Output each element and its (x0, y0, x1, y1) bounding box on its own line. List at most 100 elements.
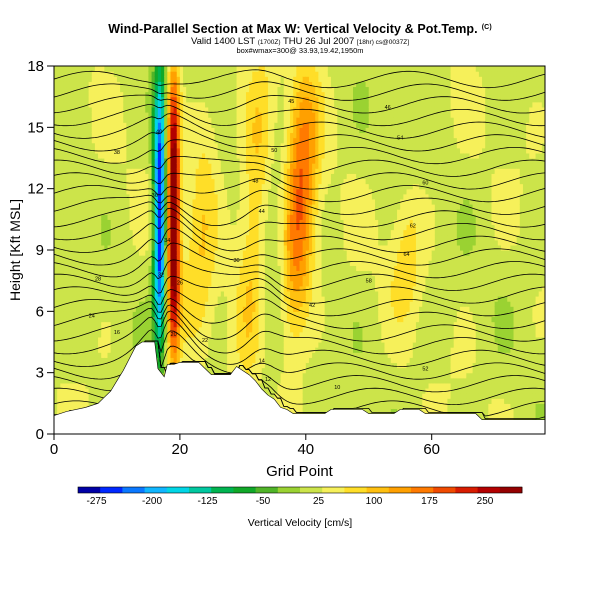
velocity-cell (94, 382, 99, 389)
velocity-cell (236, 342, 241, 348)
velocity-cell (72, 173, 77, 180)
velocity-cell (63, 163, 68, 169)
velocity-cell (145, 265, 150, 272)
velocity-cell (179, 127, 184, 134)
velocity-cell (132, 326, 137, 333)
velocity-cell (126, 342, 131, 348)
velocity-cell (54, 342, 58, 348)
velocity-cell (94, 239, 99, 246)
velocity-cell (101, 311, 105, 318)
velocity-cell (129, 76, 134, 82)
velocity-cell (183, 152, 187, 159)
velocity-cell (223, 147, 228, 154)
velocity-cell (154, 214, 159, 220)
velocity-cell (264, 168, 269, 174)
velocity-cell (148, 178, 153, 185)
velocity-cell (179, 306, 184, 312)
velocity-cell (214, 204, 219, 210)
velocity-cell (82, 112, 87, 118)
velocity-cell (107, 198, 112, 205)
velocity-cell (54, 71, 58, 77)
velocity-cell (176, 137, 181, 144)
velocity-cell (198, 183, 203, 190)
velocity-cell (233, 178, 238, 185)
velocity-cell (57, 306, 61, 312)
velocity-cell (116, 255, 121, 261)
velocity-cell (164, 250, 168, 256)
velocity-cell (189, 265, 194, 272)
velocity-cell (176, 147, 181, 154)
velocity-cell (214, 168, 219, 174)
velocity-cell (113, 362, 118, 369)
velocity-cell (205, 331, 209, 338)
velocity-cell (236, 275, 241, 282)
velocity-cell (104, 336, 109, 343)
velocity-cell (151, 96, 156, 103)
velocity-cell (195, 112, 200, 118)
velocity-cell (123, 183, 127, 190)
velocity-cell (236, 285, 241, 292)
velocity-cell (69, 331, 74, 338)
velocity-cell (252, 255, 257, 261)
velocity-cell (186, 260, 190, 266)
velocity-cell (110, 101, 115, 108)
velocity-cell (176, 336, 181, 343)
velocity-cell (91, 357, 96, 364)
velocity-cell (54, 357, 58, 364)
velocity-cell (57, 81, 61, 88)
velocity-cell (261, 316, 266, 323)
velocity-cell (123, 91, 127, 98)
velocity-cell (113, 142, 118, 149)
velocity-cell (88, 290, 93, 297)
velocity-cell (72, 290, 77, 297)
velocity-cell (69, 81, 74, 88)
velocity-cell (258, 382, 263, 389)
velocity-cell (264, 214, 269, 220)
velocity-cell (201, 163, 206, 169)
velocity-cell (249, 158, 253, 164)
velocity-cell (98, 280, 102, 287)
velocity-cell (94, 301, 99, 307)
velocity-cell (132, 158, 137, 164)
velocity-cell (220, 255, 225, 261)
velocity-cell (230, 306, 235, 312)
velocity-cell (79, 188, 83, 195)
velocity-cell (54, 198, 58, 205)
velocity-cell (88, 239, 93, 246)
velocity-cell (255, 168, 260, 174)
velocity-cell (195, 122, 200, 128)
velocity-cell (268, 296, 272, 302)
velocity-cell (176, 122, 181, 128)
velocity-cell (135, 290, 140, 297)
velocity-cell (167, 188, 172, 195)
velocity-cell (72, 331, 77, 338)
velocity-cell (198, 285, 203, 292)
velocity-cell (142, 101, 146, 108)
velocity-cell (195, 331, 200, 338)
velocity-cell (148, 229, 153, 236)
velocity-cell (113, 214, 118, 220)
velocity-cell (230, 234, 235, 241)
velocity-cell (60, 81, 65, 88)
velocity-cell (72, 357, 77, 364)
velocity-cell (233, 76, 238, 82)
velocity-cell (79, 168, 83, 174)
velocity-cell (54, 76, 58, 82)
velocity-cell (126, 244, 131, 251)
velocity-cell (82, 214, 87, 220)
velocity-cell (264, 255, 269, 261)
velocity-cell (54, 147, 58, 154)
velocity-cell (264, 244, 269, 251)
velocity-cell (239, 316, 244, 323)
velocity-cell (135, 163, 140, 169)
velocity-cell (79, 372, 83, 379)
velocity-cell (268, 260, 272, 266)
velocity-cell (233, 66, 238, 72)
velocity-cell (138, 290, 143, 297)
velocity-cell (179, 163, 184, 169)
velocity-cell (183, 76, 187, 82)
velocity-cell (173, 86, 178, 93)
velocity-cell (60, 158, 65, 164)
velocity-cell (91, 362, 96, 369)
velocity-cell (245, 275, 250, 282)
